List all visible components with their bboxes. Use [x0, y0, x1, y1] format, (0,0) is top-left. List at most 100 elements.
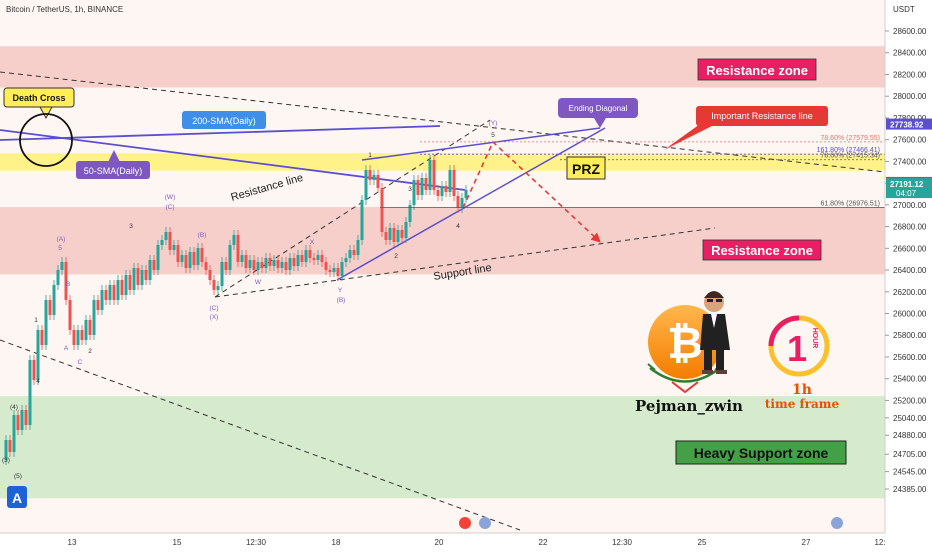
candle-body: [96, 300, 100, 310]
candle-body: [272, 260, 276, 266]
y-tick-label: 25800.00: [893, 331, 927, 340]
candle-body: [316, 255, 320, 260]
candle-body: [172, 245, 176, 250]
candle-body: [236, 235, 240, 262]
resistance-zone-mid-label: Resistance zone: [702, 239, 822, 261]
candle-body: [228, 245, 232, 270]
candle-body: [420, 178, 424, 195]
flag-icon-right[interactable]: [831, 517, 843, 529]
candle-body: [132, 268, 136, 290]
x-tick-label: 13: [68, 538, 77, 547]
y-tick-label: 27600.00: [893, 136, 927, 145]
a-badge: A: [7, 486, 27, 508]
svg-text:Resistance zone: Resistance zone: [711, 243, 813, 258]
candle-body: [384, 232, 388, 240]
x-tick-label: 27: [802, 538, 811, 547]
wave-label: (B): [337, 297, 346, 304]
candle-body: [68, 300, 72, 330]
fib-label: 78.60% (27579.55): [820, 135, 880, 142]
x-tick-label: 12:: [874, 538, 885, 547]
candle-body: [396, 230, 400, 242]
y-tick-label: 27000.00: [893, 201, 927, 210]
wave-label: (4): [10, 404, 18, 411]
candle-body: [100, 290, 104, 310]
y-tick-label: 24705.00: [893, 450, 927, 459]
candle-body: [12, 415, 16, 452]
wave-label: 3: [408, 186, 412, 193]
candle-body: [36, 330, 40, 380]
wave-label: A: [64, 345, 69, 352]
candle-body: [72, 330, 76, 345]
candle-body: [292, 258, 296, 266]
candle-body: [152, 260, 156, 270]
svg-text:A: A: [12, 490, 22, 506]
y-tick-label: 24545.00: [893, 468, 927, 477]
candle-body: [32, 360, 36, 380]
candle-body: [164, 232, 168, 240]
svg-text:PRZ: PRZ: [572, 161, 600, 177]
wave-label: C: [78, 359, 83, 366]
x-tick-label: 15: [173, 538, 182, 547]
hour-digit: 1: [787, 328, 807, 369]
sma200-line: [0, 125, 441, 141]
candle-body: [232, 235, 236, 245]
candle-body: [328, 270, 332, 272]
candle-body: [244, 255, 248, 268]
price-label-countdown: 04:07: [896, 189, 917, 198]
candle-body: [92, 300, 96, 335]
candle-body: [464, 190, 468, 198]
fib-label: 78.60% (27415.34): [820, 153, 880, 160]
candle-body: [252, 260, 256, 270]
wave-label: (Y): [489, 120, 498, 127]
timeframe-small: time frame: [765, 397, 840, 411]
author-avatar: [700, 291, 730, 374]
price-axis-background: [885, 0, 932, 550]
ending-diagonal-lower: [336, 127, 606, 281]
candle-body: [280, 262, 284, 268]
zone-band-1: [0, 153, 885, 171]
x-tick-label: 25: [698, 538, 707, 547]
candle-body: [336, 268, 340, 276]
candle-body: [428, 160, 432, 190]
candle-body: [264, 258, 268, 268]
candle-body: [180, 255, 184, 262]
candle-body: [52, 285, 56, 315]
candle-body: [204, 262, 208, 270]
wave-label: (5): [14, 473, 22, 480]
wave-label: 3: [129, 223, 133, 230]
event-icon[interactable]: [459, 517, 471, 529]
candle-body: [268, 258, 272, 266]
wave-label: (C): [209, 305, 218, 312]
resistance-zone-top-label: Resistance zone: [697, 58, 817, 81]
candle-body: [60, 262, 64, 270]
wave-label: 5: [58, 245, 62, 252]
candle-body: [436, 190, 440, 196]
important-resistance-label: Important Resistance line: [711, 111, 813, 121]
price-label-text: 27191.12: [890, 180, 924, 189]
candle-body: [160, 240, 164, 245]
flag-icon[interactable]: [479, 517, 491, 529]
candle-body: [212, 280, 216, 290]
candle-body: [440, 186, 444, 196]
x-tick-label: 12:30: [612, 538, 633, 547]
death-cross-circle: [19, 113, 73, 167]
candle-body: [88, 320, 92, 335]
candle-body: [216, 286, 220, 290]
currency-label: USDT: [893, 5, 915, 14]
candle-body: [256, 262, 260, 270]
wave-label: 5: [491, 132, 495, 139]
prz-label: PRZ: [566, 156, 606, 180]
x-tick-label: 20: [435, 538, 444, 547]
candle-body: [44, 300, 48, 345]
candle-body: [116, 280, 120, 300]
heavy-support-zone-label: Heavy Support zone: [675, 440, 847, 465]
wave-label: (B): [198, 232, 207, 239]
candle-body: [248, 260, 252, 268]
candle-body: [20, 410, 24, 430]
price-label-box: [886, 118, 932, 130]
candle-body: [368, 170, 372, 180]
timeframe-big: 1h: [792, 382, 812, 398]
y-tick-label: 28200.00: [893, 70, 927, 79]
y-tick-label: 25400.00: [893, 375, 927, 384]
